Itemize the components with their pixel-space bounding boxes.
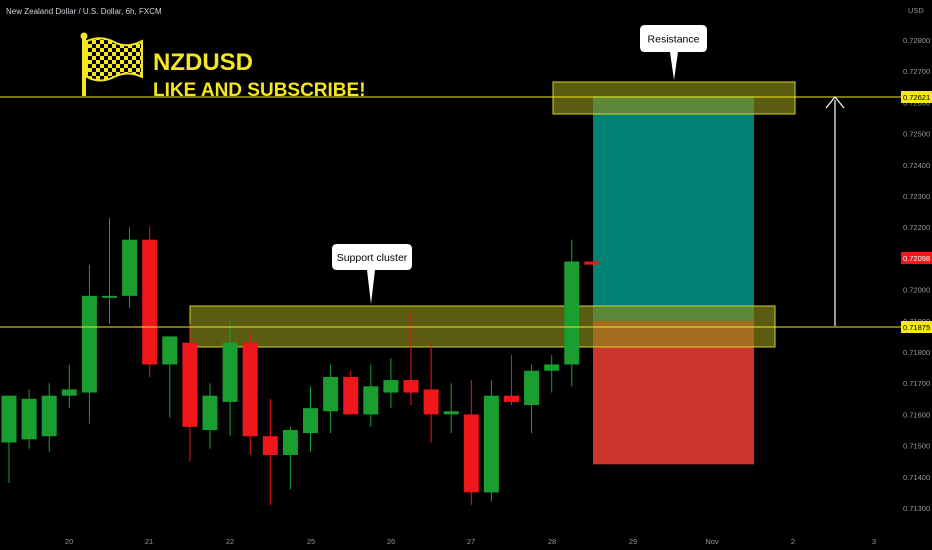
bearish-candle	[182, 342, 198, 427]
callouts: Resistance Support cluster	[332, 25, 707, 304]
long-position-tool[interactable]	[593, 96, 754, 465]
price-tick-label: 0.71400	[903, 473, 930, 482]
bullish-candle	[443, 411, 459, 415]
date-tick-label: 21	[145, 537, 153, 546]
date-tick-label: 29	[629, 537, 637, 546]
date-tick-label: 25	[307, 537, 315, 546]
bullish-candle	[323, 376, 339, 412]
price-tick-label: 0.71600	[903, 410, 930, 419]
bearish-candle	[504, 395, 519, 402]
brand-pair: NZDUSD	[153, 49, 253, 76]
support-cluster-callout: Support cluster	[332, 244, 412, 304]
bullish-candle	[102, 295, 117, 298]
bullish-candle	[202, 395, 218, 430]
bullish-candle	[21, 398, 37, 440]
date-tick-label: Nov	[705, 537, 719, 546]
currency-label[interactable]: USD	[908, 6, 924, 15]
callout-label: Support cluster	[337, 252, 408, 264]
level-price-badge	[901, 321, 932, 333]
target-arrow	[825, 96, 845, 326]
date-tick-label: 26	[387, 537, 395, 546]
resistance-callout: Resistance	[640, 25, 707, 80]
callout-bubble	[640, 25, 707, 80]
bullish-candle	[564, 261, 580, 365]
price-tick-label: 0.72500	[903, 130, 930, 139]
bearish-candle	[242, 342, 258, 437]
time-axis[interactable]: 20 21 22 25 26 27 28 29 Nov 2 3	[65, 537, 876, 546]
checkered-flag-icon	[80, 32, 143, 96]
horizontal-lines[interactable]	[0, 96, 901, 328]
bullish-candle	[222, 342, 238, 402]
bullish-candle	[61, 389, 77, 396]
bullish-candle	[483, 395, 499, 493]
symbol-title: New Zealand Dollar / U.S. Dollar, 6h, FX…	[6, 7, 162, 16]
date-tick-label: 2	[791, 537, 795, 546]
brand-logo: NZDUSD LIKE AND SUBSCRIBE!	[80, 32, 366, 101]
current-price-label: 0.72098	[903, 254, 930, 263]
price-tick-label: 0.71800	[903, 348, 930, 357]
date-tick-label: 20	[65, 537, 73, 546]
bullish-candle	[41, 395, 57, 437]
price-tick-label: 0.72800	[903, 36, 930, 45]
bearish-candle	[463, 414, 479, 493]
price-axis[interactable]: 0.71300 0.71400 0.71500 0.71600 0.71700 0.718…	[903, 36, 930, 513]
level-price-label: 0.72621	[903, 93, 930, 102]
callout-label: Resistance	[648, 34, 700, 46]
brand-tagline: LIKE AND SUBSCRIBE!	[153, 80, 366, 101]
price-tick-label: 0.72000	[903, 286, 930, 295]
bearish-candle	[403, 380, 419, 393]
bullish-candle	[1, 395, 17, 443]
price-tick-label: 0.71700	[903, 379, 930, 388]
bearish-candle	[142, 239, 158, 365]
bearish-candle	[584, 261, 600, 265]
profit-zone	[593, 96, 754, 321]
bullish-candle	[303, 408, 318, 434]
resistance-zone	[552, 81, 796, 115]
current-price-badge	[901, 252, 932, 264]
price-tick-label: 0.71300	[903, 504, 930, 513]
bullish-candle	[81, 295, 97, 393]
date-tick-label: 3	[872, 537, 876, 546]
bullish-candle	[544, 364, 560, 371]
date-tick-label: 27	[467, 537, 475, 546]
callout-bubble	[332, 244, 412, 304]
price-tick-label: 0.72300	[903, 192, 930, 201]
price-tick-label: 0.72700	[903, 67, 930, 76]
candles	[1, 217, 600, 505]
bullish-candle	[162, 336, 178, 365]
price-tick-label: 0.71500	[903, 442, 930, 451]
bullish-candle	[363, 386, 379, 415]
level-price-badge	[901, 91, 932, 103]
bullish-candle	[383, 380, 399, 393]
bearish-candle	[262, 436, 278, 455]
bullish-candle	[282, 430, 298, 455]
bearish-candle	[343, 376, 359, 415]
bullish-candle	[524, 370, 540, 406]
price-tick-label: 0.72200	[903, 223, 930, 232]
price-tick-label: 0.72400	[903, 161, 930, 170]
date-tick-label: 28	[548, 537, 556, 546]
date-tick-label: 22	[226, 537, 234, 546]
bullish-candle	[122, 239, 138, 296]
axis-price-labels: 0.72621 0.71875 0.72098	[901, 91, 932, 333]
level-price-label: 0.71875	[903, 323, 930, 332]
bearish-candle	[423, 389, 439, 415]
